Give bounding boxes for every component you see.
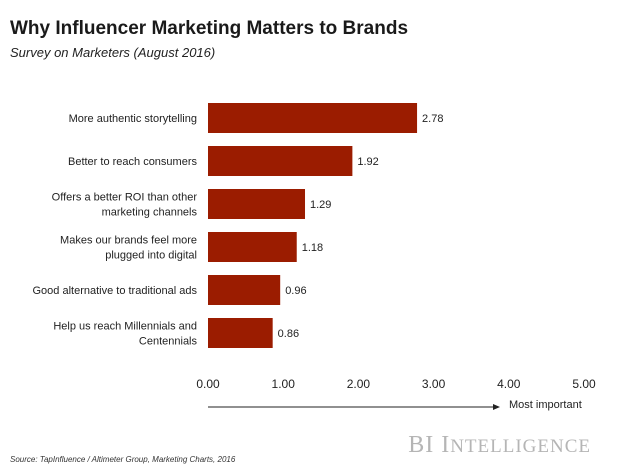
category-label: plugged into digital <box>105 250 197 262</box>
bar <box>208 146 353 176</box>
category-label: Better to reach consumers <box>68 156 198 168</box>
importance-arrow-head <box>493 404 500 410</box>
category-label: Makes our brands feel more <box>60 235 197 247</box>
tick-label: 5.00 <box>572 377 596 391</box>
bar <box>208 318 273 348</box>
axis-note: Most important <box>509 399 582 411</box>
tick-label: 2.00 <box>347 377 371 391</box>
tick-label: 0.00 <box>196 377 220 391</box>
chart-title: Why Influencer Marketing Matters to Bran… <box>10 18 409 39</box>
tick-label: 1.00 <box>272 377 296 391</box>
value-label: 1.92 <box>357 156 378 168</box>
tick-label: 3.00 <box>422 377 446 391</box>
source-note: Source: TapInfluence / Altimeter Group, … <box>10 455 236 464</box>
value-label: 1.18 <box>302 242 323 254</box>
bar <box>208 232 297 262</box>
value-label: 2.78 <box>422 113 443 125</box>
brand-cap: I <box>441 432 451 458</box>
category-label: Good alternative to traditional ads <box>33 285 198 297</box>
bar <box>208 275 281 305</box>
value-label: 1.29 <box>310 199 331 211</box>
brand-first: BI <box>408 432 435 458</box>
tick-label: 4.00 <box>497 377 521 391</box>
brand-logo: BI INTELLIGENCE <box>408 432 591 459</box>
value-label: 0.86 <box>278 328 299 340</box>
category-label: marketing channels <box>102 207 198 219</box>
bar <box>208 189 306 219</box>
value-label: 0.96 <box>285 285 306 297</box>
category-label: Help us reach Millennials and <box>53 321 197 333</box>
category-label: More authentic storytelling <box>69 113 197 125</box>
brand-rest: NTELLIGENCE <box>450 436 591 457</box>
bar <box>208 103 418 133</box>
chart-subtitle: Survey on Marketers (August 2016) <box>10 45 216 60</box>
category-label: Centennials <box>139 336 198 348</box>
category-label: Offers a better ROI than other <box>52 192 198 204</box>
